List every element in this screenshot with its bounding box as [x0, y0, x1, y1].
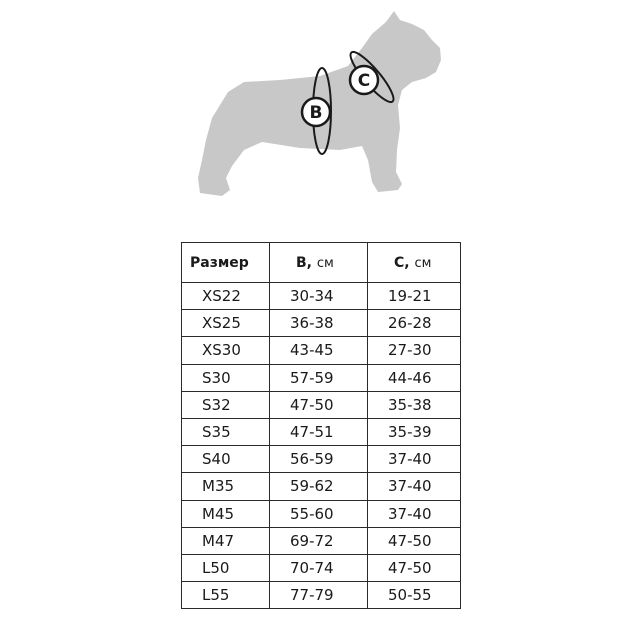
cell-b: 43-45: [269, 336, 368, 365]
cell-c: 19-21: [367, 281, 461, 311]
cell-b: 69-72: [269, 526, 368, 555]
header-b: B, см: [269, 242, 368, 283]
cell-size: L50: [181, 553, 270, 583]
cell-b: 70-74: [269, 553, 368, 583]
b-label-badge: B: [300, 96, 332, 128]
cell-c: 26-28: [367, 309, 461, 338]
cell-b: 55-60: [269, 499, 368, 528]
svg-text:B: B: [310, 103, 323, 123]
cell-c: 27-30: [367, 336, 461, 365]
cell-b: 57-59: [269, 363, 368, 392]
header-size: Размер: [181, 242, 270, 283]
cell-c: 35-39: [367, 417, 461, 447]
cell-size: S40: [181, 445, 270, 474]
cell-c: 50-55: [367, 581, 461, 610]
cell-size: M47: [181, 526, 270, 555]
cell-c: 37-40: [367, 499, 461, 528]
cell-b: 56-59: [269, 445, 368, 474]
table-row: XS25 36-38 26-28: [181, 309, 461, 338]
cell-c: 47-50: [367, 526, 461, 555]
cell-size: M35: [181, 472, 270, 501]
cell-size: XS22: [181, 281, 270, 311]
cell-size: S32: [181, 390, 270, 419]
cell-size: XS25: [181, 309, 270, 338]
table-row: S40 56-59 37-40: [181, 445, 461, 474]
cell-size: S35: [181, 417, 270, 447]
cell-c: 37-40: [367, 445, 461, 474]
table-row: S32 47-50 35-38: [181, 390, 461, 419]
cell-c: 44-46: [367, 363, 461, 392]
header-b-unit: см: [316, 255, 334, 271]
table-row: L55 77-79 50-55: [181, 581, 461, 610]
header-b-label: B,: [296, 254, 312, 271]
cell-b: 47-50: [269, 390, 368, 419]
cell-b: 77-79: [269, 581, 368, 610]
c-label-badge: C: [348, 64, 380, 96]
size-table: Размер B, см C, см XS22 30-34 19-21 XS25 36-…: [181, 242, 461, 610]
cell-c: 37-40: [367, 472, 461, 501]
table-row: M35 59-62 37-40: [181, 472, 461, 501]
table-row: S30 57-59 44-46: [181, 363, 461, 392]
cell-b: 30-34: [269, 281, 368, 311]
cell-c: 47-50: [367, 553, 461, 583]
cell-size: M45: [181, 499, 270, 528]
header-c-unit: см: [414, 255, 432, 271]
table-row: M47 69-72 47-50: [181, 526, 461, 555]
table-header-row: Размер B, см C, см: [181, 242, 461, 283]
header-c-label: C,: [394, 254, 410, 271]
table-row: XS22 30-34 19-21: [181, 281, 461, 311]
cell-b: 36-38: [269, 309, 368, 338]
cell-size: S30: [181, 363, 270, 392]
size-table-body: XS22 30-34 19-21 XS25 36-38 26-28 XS30 43-45 27-…: [181, 281, 461, 610]
cell-b: 47-51: [269, 417, 368, 447]
dog-illustration: B C: [198, 11, 441, 196]
cell-c: 35-38: [367, 390, 461, 419]
cell-size: L55: [181, 581, 270, 610]
table-row: XS30 43-45 27-30: [181, 336, 461, 365]
table-row: L50 70-74 47-50: [181, 553, 461, 583]
header-size-label: Размер: [190, 254, 249, 271]
table-row: S35 47-51 35-39: [181, 417, 461, 447]
table-row: M45 55-60 37-40: [181, 499, 461, 528]
header-c: C, см: [367, 242, 461, 283]
cell-b: 59-62: [269, 472, 368, 501]
cell-size: XS30: [181, 336, 270, 365]
svg-text:C: C: [358, 71, 370, 91]
